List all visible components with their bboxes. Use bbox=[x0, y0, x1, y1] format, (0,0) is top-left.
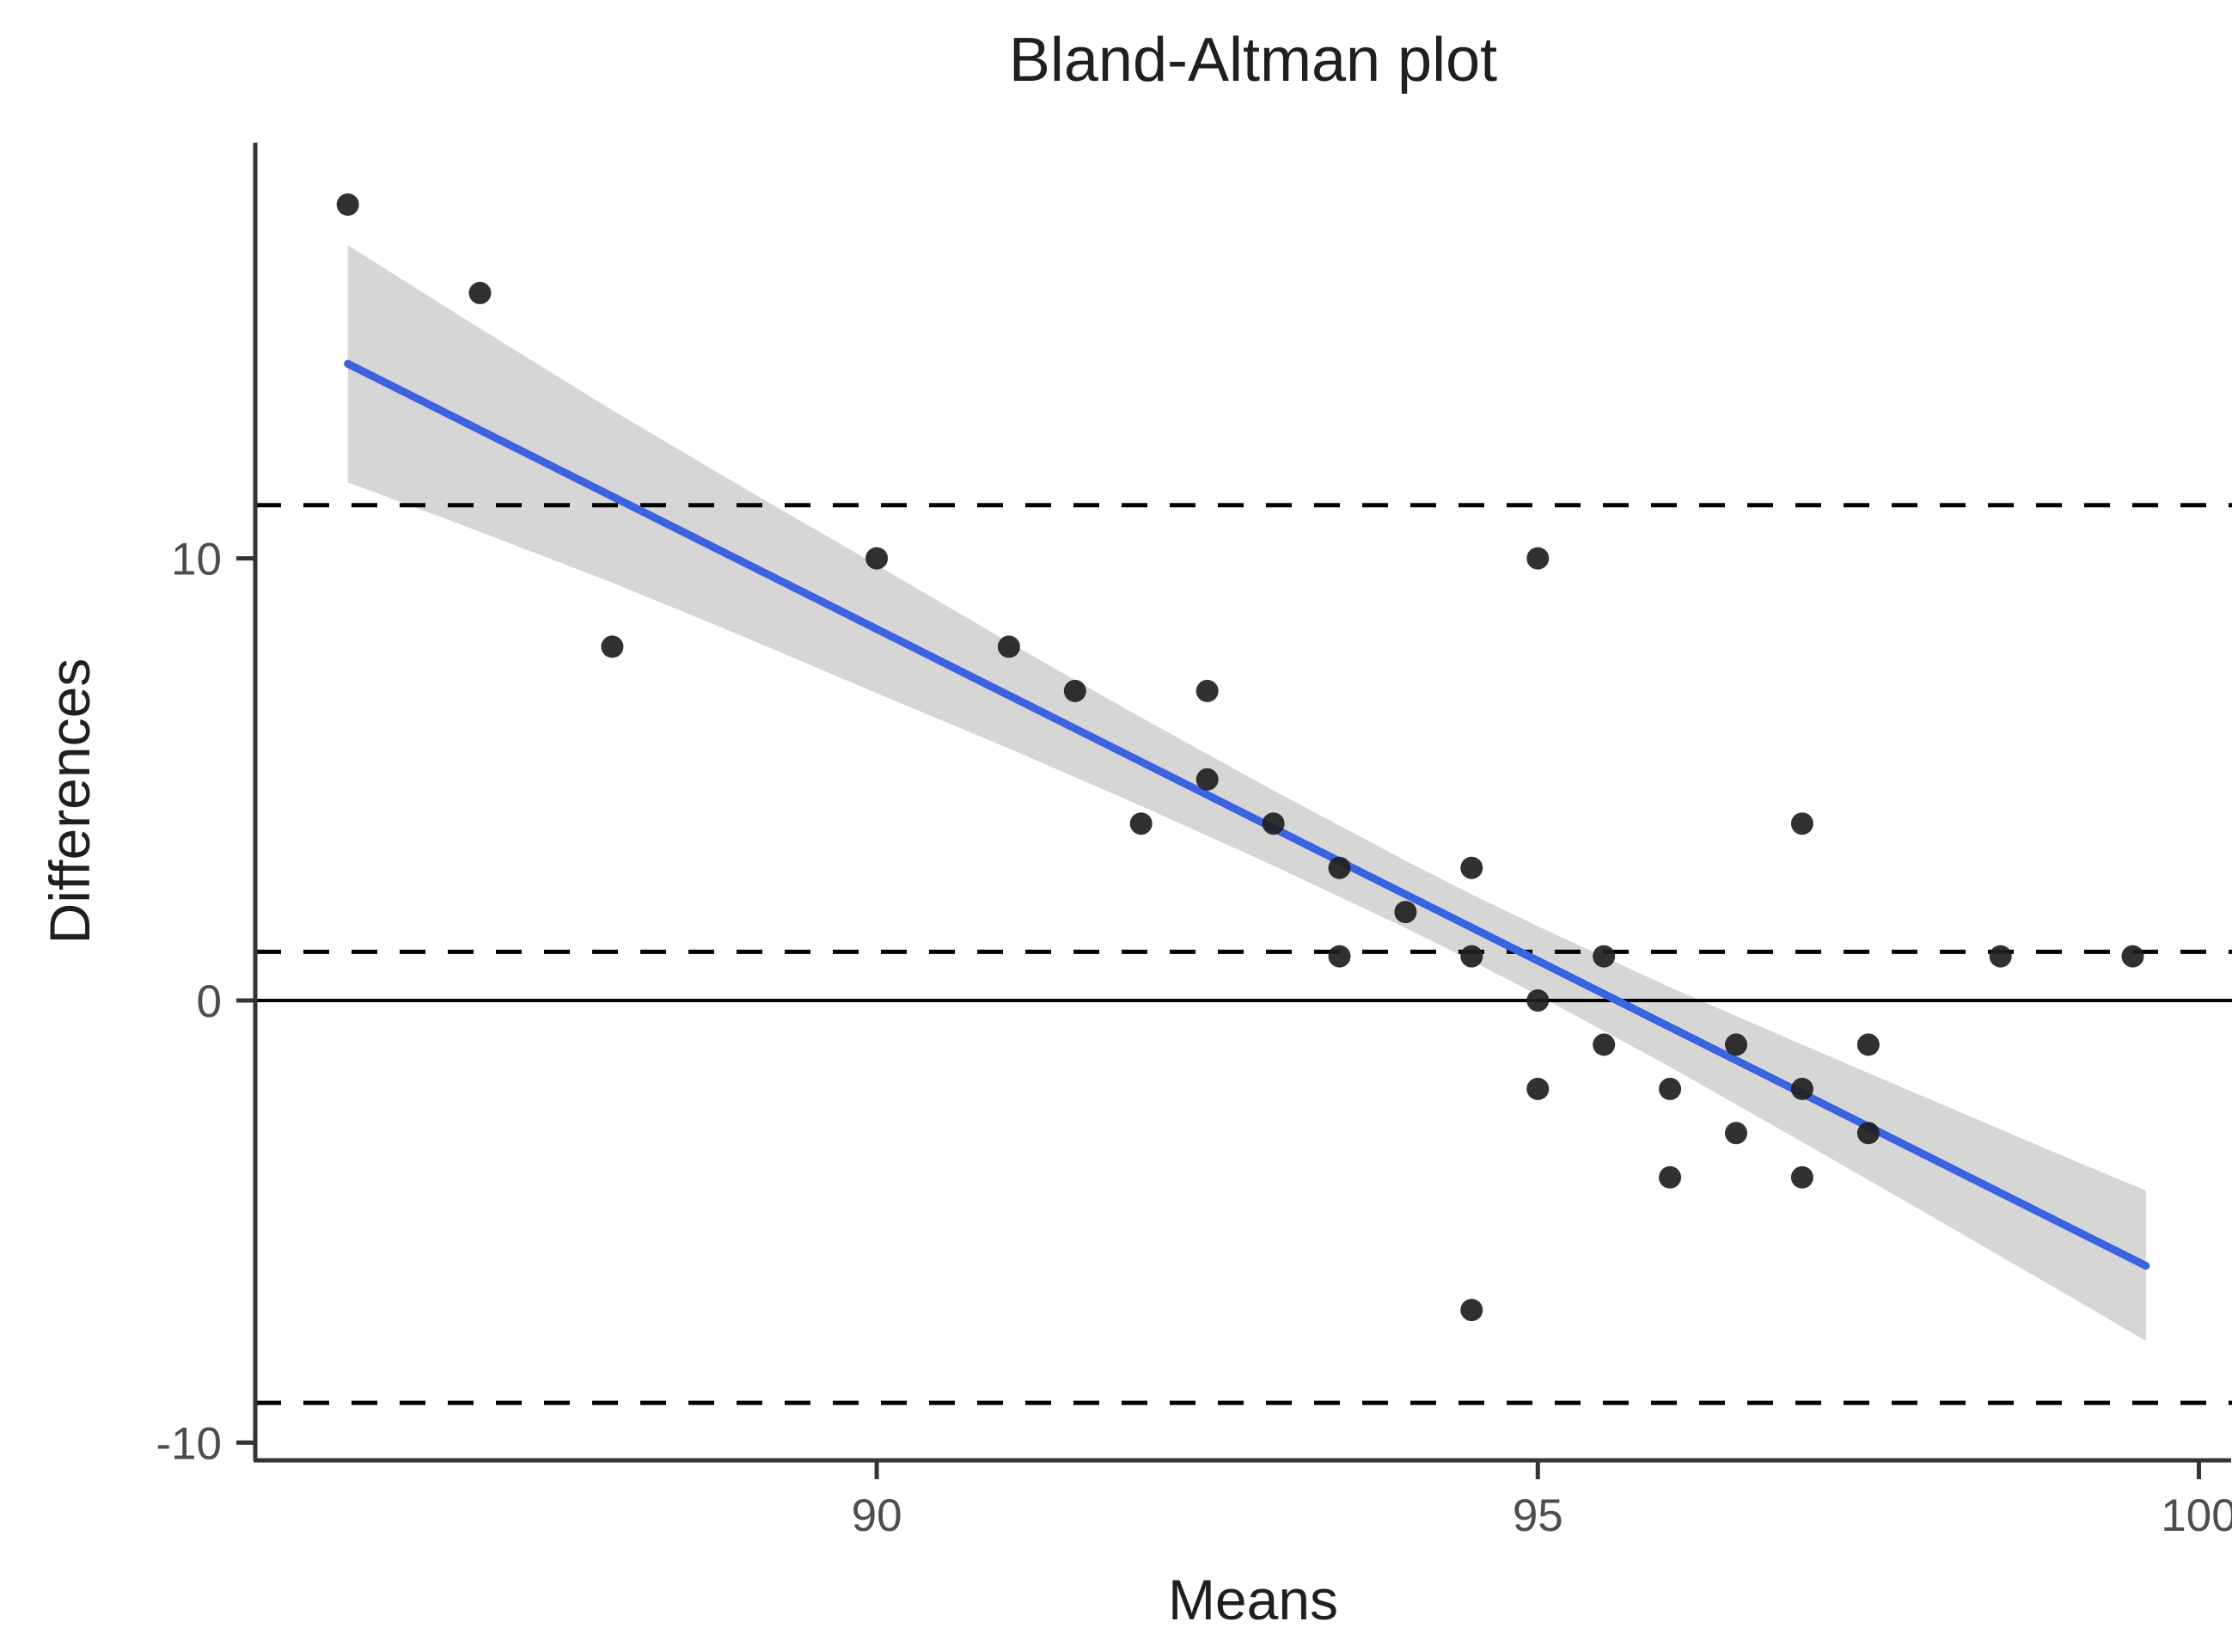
data-point bbox=[1394, 901, 1417, 924]
data-point bbox=[865, 547, 889, 570]
data-point bbox=[1526, 989, 1550, 1012]
x-tick-label: 100 bbox=[2161, 1490, 2232, 1541]
data-point bbox=[1063, 679, 1086, 702]
data-point bbox=[1526, 1077, 1550, 1100]
y-tick-label: 10 bbox=[171, 535, 222, 585]
data-point bbox=[1328, 856, 1351, 879]
y-tick-label: 0 bbox=[197, 976, 222, 1027]
data-point bbox=[1790, 1077, 1813, 1100]
x-tick-label: 90 bbox=[852, 1490, 902, 1541]
regression-line-layer bbox=[344, 359, 2150, 1270]
confidence-band-layer bbox=[347, 245, 2146, 1342]
data-point bbox=[1593, 945, 1616, 968]
axes-layer bbox=[236, 143, 2231, 1479]
data-point bbox=[601, 635, 624, 658]
data-point bbox=[1526, 547, 1550, 570]
data-point bbox=[1790, 1166, 1813, 1189]
confidence-band bbox=[347, 245, 2146, 1342]
x-axis-title: Means bbox=[1168, 1568, 1338, 1631]
data-point bbox=[1659, 1166, 1682, 1189]
data-point bbox=[1856, 1122, 1880, 1145]
data-point bbox=[2121, 945, 2144, 968]
data-point bbox=[1460, 856, 1483, 879]
data-point bbox=[1460, 1299, 1483, 1322]
data-point bbox=[1659, 1077, 1682, 1100]
x-tick-label: 95 bbox=[1513, 1490, 1563, 1541]
data-point bbox=[336, 193, 359, 216]
chart-title: Bland-Altman plot bbox=[1009, 26, 1497, 95]
data-point bbox=[1328, 945, 1351, 968]
data-point bbox=[1725, 1122, 1747, 1145]
y-tick-label: -10 bbox=[156, 1418, 222, 1469]
data-point bbox=[1262, 812, 1285, 835]
regression-line bbox=[344, 359, 2150, 1270]
data-point bbox=[1790, 812, 1813, 835]
data-point bbox=[1195, 679, 1219, 702]
data-point bbox=[1725, 1033, 1747, 1056]
data-point bbox=[1856, 1033, 1880, 1056]
data-point bbox=[1989, 945, 2012, 968]
data-points-layer bbox=[336, 193, 2144, 1322]
y-axis-title: Differences bbox=[38, 658, 101, 945]
data-point bbox=[468, 281, 492, 304]
data-point bbox=[1195, 768, 1219, 791]
data-point bbox=[997, 635, 1020, 658]
data-point bbox=[1460, 945, 1483, 968]
data-point bbox=[1593, 1033, 1616, 1056]
reference-lines-layer bbox=[255, 503, 2232, 1405]
data-point bbox=[1129, 812, 1153, 835]
bland-altman-chart: 10 0 -10 90 95 100 Bland-Altman plot Means Di… bbox=[34, 14, 2232, 1638]
